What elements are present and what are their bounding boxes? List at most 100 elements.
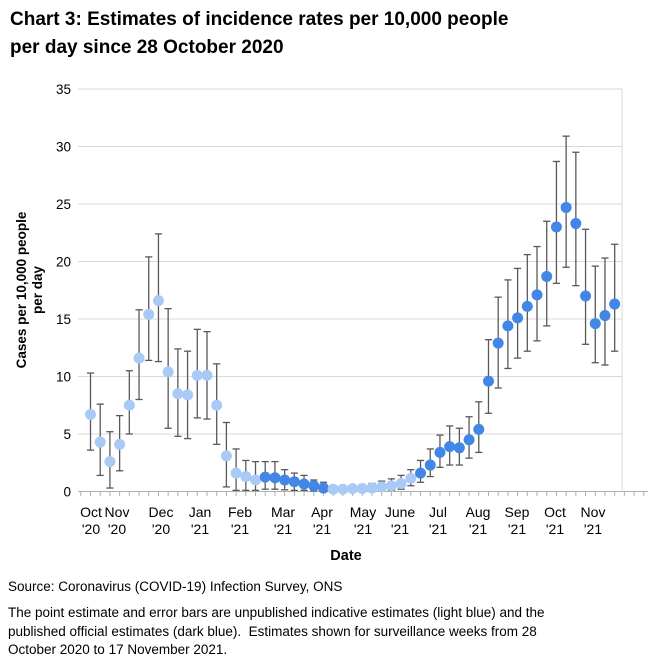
data-point — [152, 295, 164, 307]
data-point — [288, 476, 300, 488]
data-point — [230, 467, 242, 479]
month-label: May — [350, 504, 376, 520]
error-bar — [591, 265, 599, 364]
data-point — [211, 399, 223, 411]
month-year-label: '21 — [546, 521, 564, 537]
data-point — [356, 483, 368, 495]
error-bars — [86, 135, 619, 492]
data-point — [366, 482, 378, 494]
data-point — [85, 408, 96, 420]
data-point — [269, 472, 281, 484]
data-point — [473, 423, 485, 435]
data-point — [308, 480, 320, 492]
month-label: Oct — [80, 504, 102, 520]
data-point — [133, 352, 145, 364]
data-point — [220, 450, 232, 462]
data-point — [114, 438, 126, 450]
footnote-line-3: October 2020 to 17 November 2021. — [8, 642, 228, 657]
month-label: Jan — [189, 504, 212, 520]
data-points — [85, 201, 621, 495]
month-year-label: '20 — [108, 521, 126, 537]
data-point — [298, 478, 310, 490]
y-tick-label: 25 — [56, 197, 71, 212]
data-point — [240, 471, 252, 483]
error-bar — [145, 256, 153, 362]
data-point — [482, 375, 494, 387]
x-axis-month-labels: Oct'20Nov'20Dec'20Jan'21Feb'21Mar'21Apr'… — [80, 504, 605, 537]
month-label: Dec — [149, 504, 174, 520]
x-axis-title: Date — [330, 548, 361, 564]
data-point — [580, 290, 592, 302]
data-point — [434, 446, 446, 458]
data-point — [337, 483, 349, 495]
data-point — [444, 441, 456, 453]
month-year-label: '21 — [391, 521, 409, 537]
month-label: Nov — [581, 504, 606, 520]
data-point — [502, 320, 514, 332]
month-year-label: '21 — [313, 521, 331, 537]
error-bar — [581, 228, 590, 345]
y-tick-label: 35 — [56, 82, 71, 97]
data-point — [531, 289, 543, 301]
month-year-label: '20 — [82, 521, 100, 537]
month-year-label: '20 — [152, 521, 170, 537]
data-point — [143, 308, 155, 320]
data-point — [570, 218, 582, 230]
data-point — [453, 442, 465, 454]
data-point — [463, 434, 475, 446]
data-point — [327, 483, 339, 495]
data-point — [492, 337, 504, 349]
footnote: The point estimate and error bars are un… — [8, 604, 545, 660]
footnote-line-1: The point estimate and error bars are un… — [8, 605, 545, 620]
data-point — [104, 456, 116, 468]
month-year-label: '21 — [231, 521, 249, 537]
month-year-label: '21 — [429, 521, 447, 537]
y-axis-title-line-2: per day — [30, 266, 45, 315]
data-point — [172, 388, 184, 400]
data-point — [395, 477, 407, 489]
month-year-label: '21 — [191, 521, 209, 537]
y-tick-label: 30 — [56, 140, 71, 155]
data-point — [405, 472, 417, 484]
month-year-label: '21 — [584, 521, 602, 537]
footnote-line-2: published official estimates (dark blue)… — [8, 623, 537, 639]
month-year-label: '21 — [274, 521, 292, 537]
y-tick-label: 20 — [56, 255, 71, 270]
y-tick-label: 15 — [56, 312, 71, 327]
gridlines — [78, 88, 622, 435]
data-point — [347, 483, 359, 495]
data-point — [599, 310, 611, 322]
month-year-label: '21 — [508, 521, 526, 537]
data-point — [182, 389, 194, 401]
error-bar — [611, 243, 619, 352]
month-label: Aug — [466, 504, 491, 520]
data-point — [512, 312, 524, 324]
data-point — [560, 201, 572, 213]
data-point — [201, 369, 213, 381]
y-tick-label: 5 — [63, 427, 71, 442]
month-label: Mar — [271, 504, 295, 520]
month-year-label: '21 — [469, 521, 487, 537]
month-year-label: '21 — [354, 521, 372, 537]
data-point — [424, 459, 436, 471]
chart-title-line-1: Chart 3: Estimates of incidence rates pe… — [10, 9, 509, 30]
y-tick-label: 10 — [56, 370, 71, 385]
month-label: Sep — [505, 504, 530, 520]
y-axis-tick-labels: 0 5 10 15 20 25 30 35 — [56, 82, 71, 500]
source-note: Source: Coronavirus (COVID-19) Infection… — [8, 579, 343, 594]
data-point — [94, 436, 106, 448]
y-axis-title-line-1: Cases per 10,000 people — [14, 211, 29, 368]
data-point — [550, 221, 562, 233]
month-label: Apr — [311, 504, 333, 520]
data-point — [589, 318, 601, 330]
data-point — [259, 471, 271, 483]
data-point — [279, 474, 291, 486]
data-point — [521, 300, 533, 312]
data-point — [317, 482, 329, 494]
month-label: June — [385, 504, 416, 520]
month-label: Jul — [429, 504, 447, 520]
data-point — [541, 270, 553, 282]
error-bar — [562, 135, 570, 268]
month-label: Nov — [105, 504, 130, 520]
